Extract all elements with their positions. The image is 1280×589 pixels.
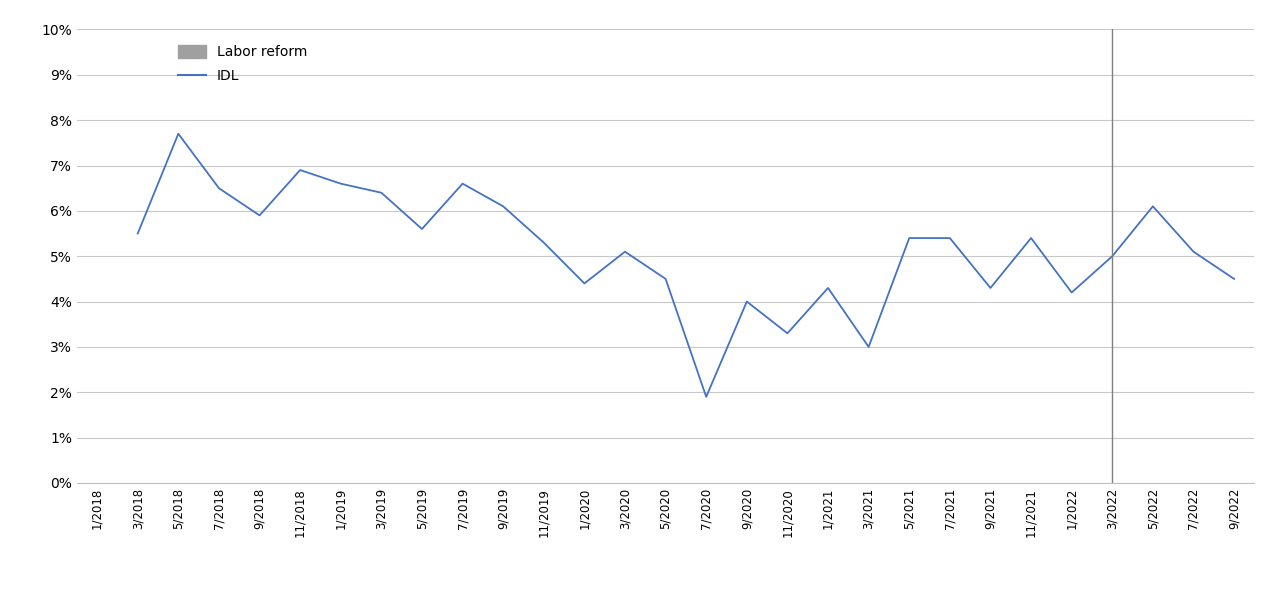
Legend: Labor reform, IDL: Labor reform, IDL <box>178 45 307 83</box>
